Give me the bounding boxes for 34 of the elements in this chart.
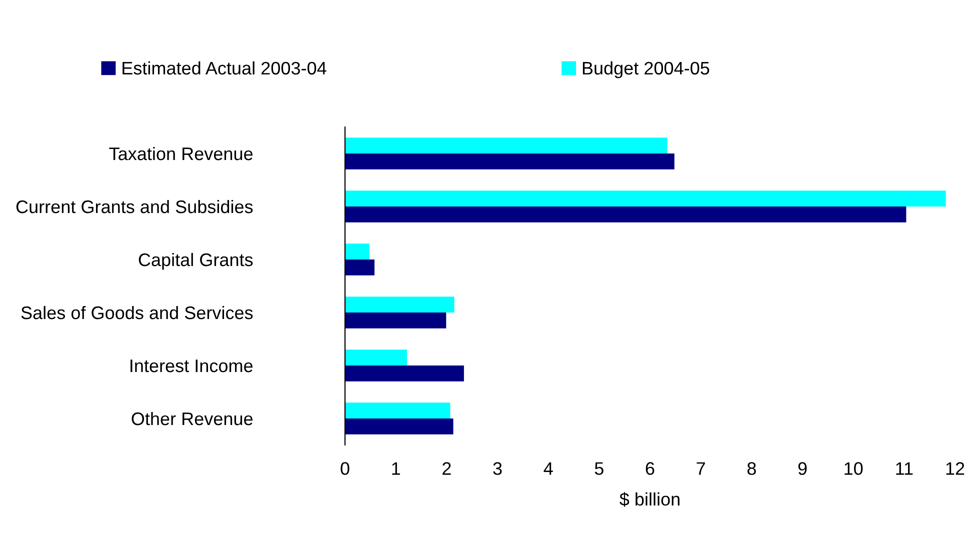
y-tick-label: Interest Income [130, 360, 253, 372]
x-axis-title: $ billion [620, 492, 680, 507]
x-tick-label: 10 [844, 462, 863, 475]
x-tick-label: 0 [340, 462, 350, 475]
x-tick-label: 6 [646, 462, 654, 475]
y-tick-label: Capital Grants [138, 252, 253, 270]
legend-label: Estimated Actual 2003-04 [122, 61, 326, 75]
x-tick-label: 4 [544, 462, 553, 475]
x-tick-label: 7 [696, 462, 705, 475]
bar [345, 402, 450, 418]
bar [345, 312, 446, 328]
legend-label: Budget 2004-05 [582, 61, 710, 78]
bar [345, 138, 668, 154]
bar [345, 206, 906, 222]
x-tick-label: 9 [798, 462, 807, 475]
bar [345, 260, 374, 276]
y-tick-label: Current Grants and Subsidies [16, 200, 253, 214]
x-tick-label: 5 [594, 462, 604, 475]
x-tick-label: 12 [946, 462, 964, 475]
bar [345, 350, 408, 366]
y-tick-label: Taxation Revenue [109, 146, 253, 160]
y-tick-label: Other Revenue [132, 412, 253, 426]
bar [345, 244, 370, 260]
bar [345, 366, 464, 382]
bar [345, 296, 454, 312]
x-tick-label: 3 [493, 462, 502, 475]
x-tick-label: 8 [747, 462, 756, 475]
bar [345, 418, 454, 434]
bar [345, 154, 674, 170]
x-tick-label: 2 [442, 462, 451, 475]
bar [345, 190, 946, 206]
y-tick-label: Sales of Goods and Services [21, 306, 253, 320]
x-tick-label: 1 [392, 462, 400, 475]
x-tick-label: 11 [896, 462, 913, 475]
